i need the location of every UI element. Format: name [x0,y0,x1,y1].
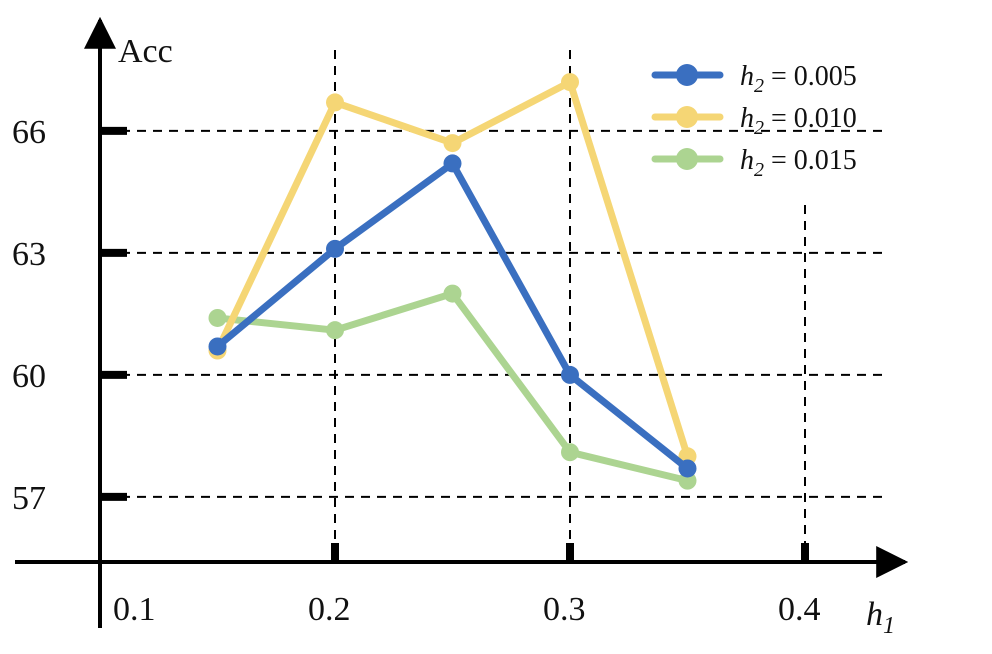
data-point [443,134,462,153]
data-point [326,93,344,112]
series-layer [208,73,697,490]
axis-ticks: 57 60 63 66 0.1 0.2 0.3 0.4 [12,114,821,628]
series-2 [208,284,697,490]
data-point [443,284,462,303]
legend-marker [676,106,698,128]
y-tick-label: 57 [12,480,46,517]
y-axis-label: Acc [118,33,173,70]
series-1 [208,73,697,466]
legend-marker [676,148,698,170]
x-axis-label-subscript: 1 [883,613,895,639]
data-point [208,337,227,356]
legend-label: h2 = 0.005 [740,61,857,97]
legend: h2 = 0.005 h2 = 0.010 h2 = 0.015 [651,61,857,181]
axes [15,16,909,628]
gridlines [105,50,888,545]
series-line [214,290,691,485]
legend-label: h2 = 0.015 [740,145,857,181]
data-point [561,443,579,462]
x-tick-label: 0.4 [778,591,821,628]
x-tick-label: 0.1 [113,591,156,628]
x-axis-label: h1 [866,596,895,639]
y-tick-label: 66 [12,114,46,151]
series-0 [208,154,697,478]
data-point [678,459,697,478]
x-tick-label: 0.3 [543,591,586,628]
data-point [326,239,344,258]
data-point [208,308,227,327]
data-point [561,365,579,384]
x-tick-label: 0.2 [308,591,351,628]
legend-label: h2 = 0.010 [740,103,857,139]
legend-marker [676,64,698,86]
y-tick-label: 60 [12,358,46,395]
data-point [326,321,344,340]
data-point [443,154,462,173]
y-tick-label: 63 [12,236,46,273]
data-point [561,73,579,92]
